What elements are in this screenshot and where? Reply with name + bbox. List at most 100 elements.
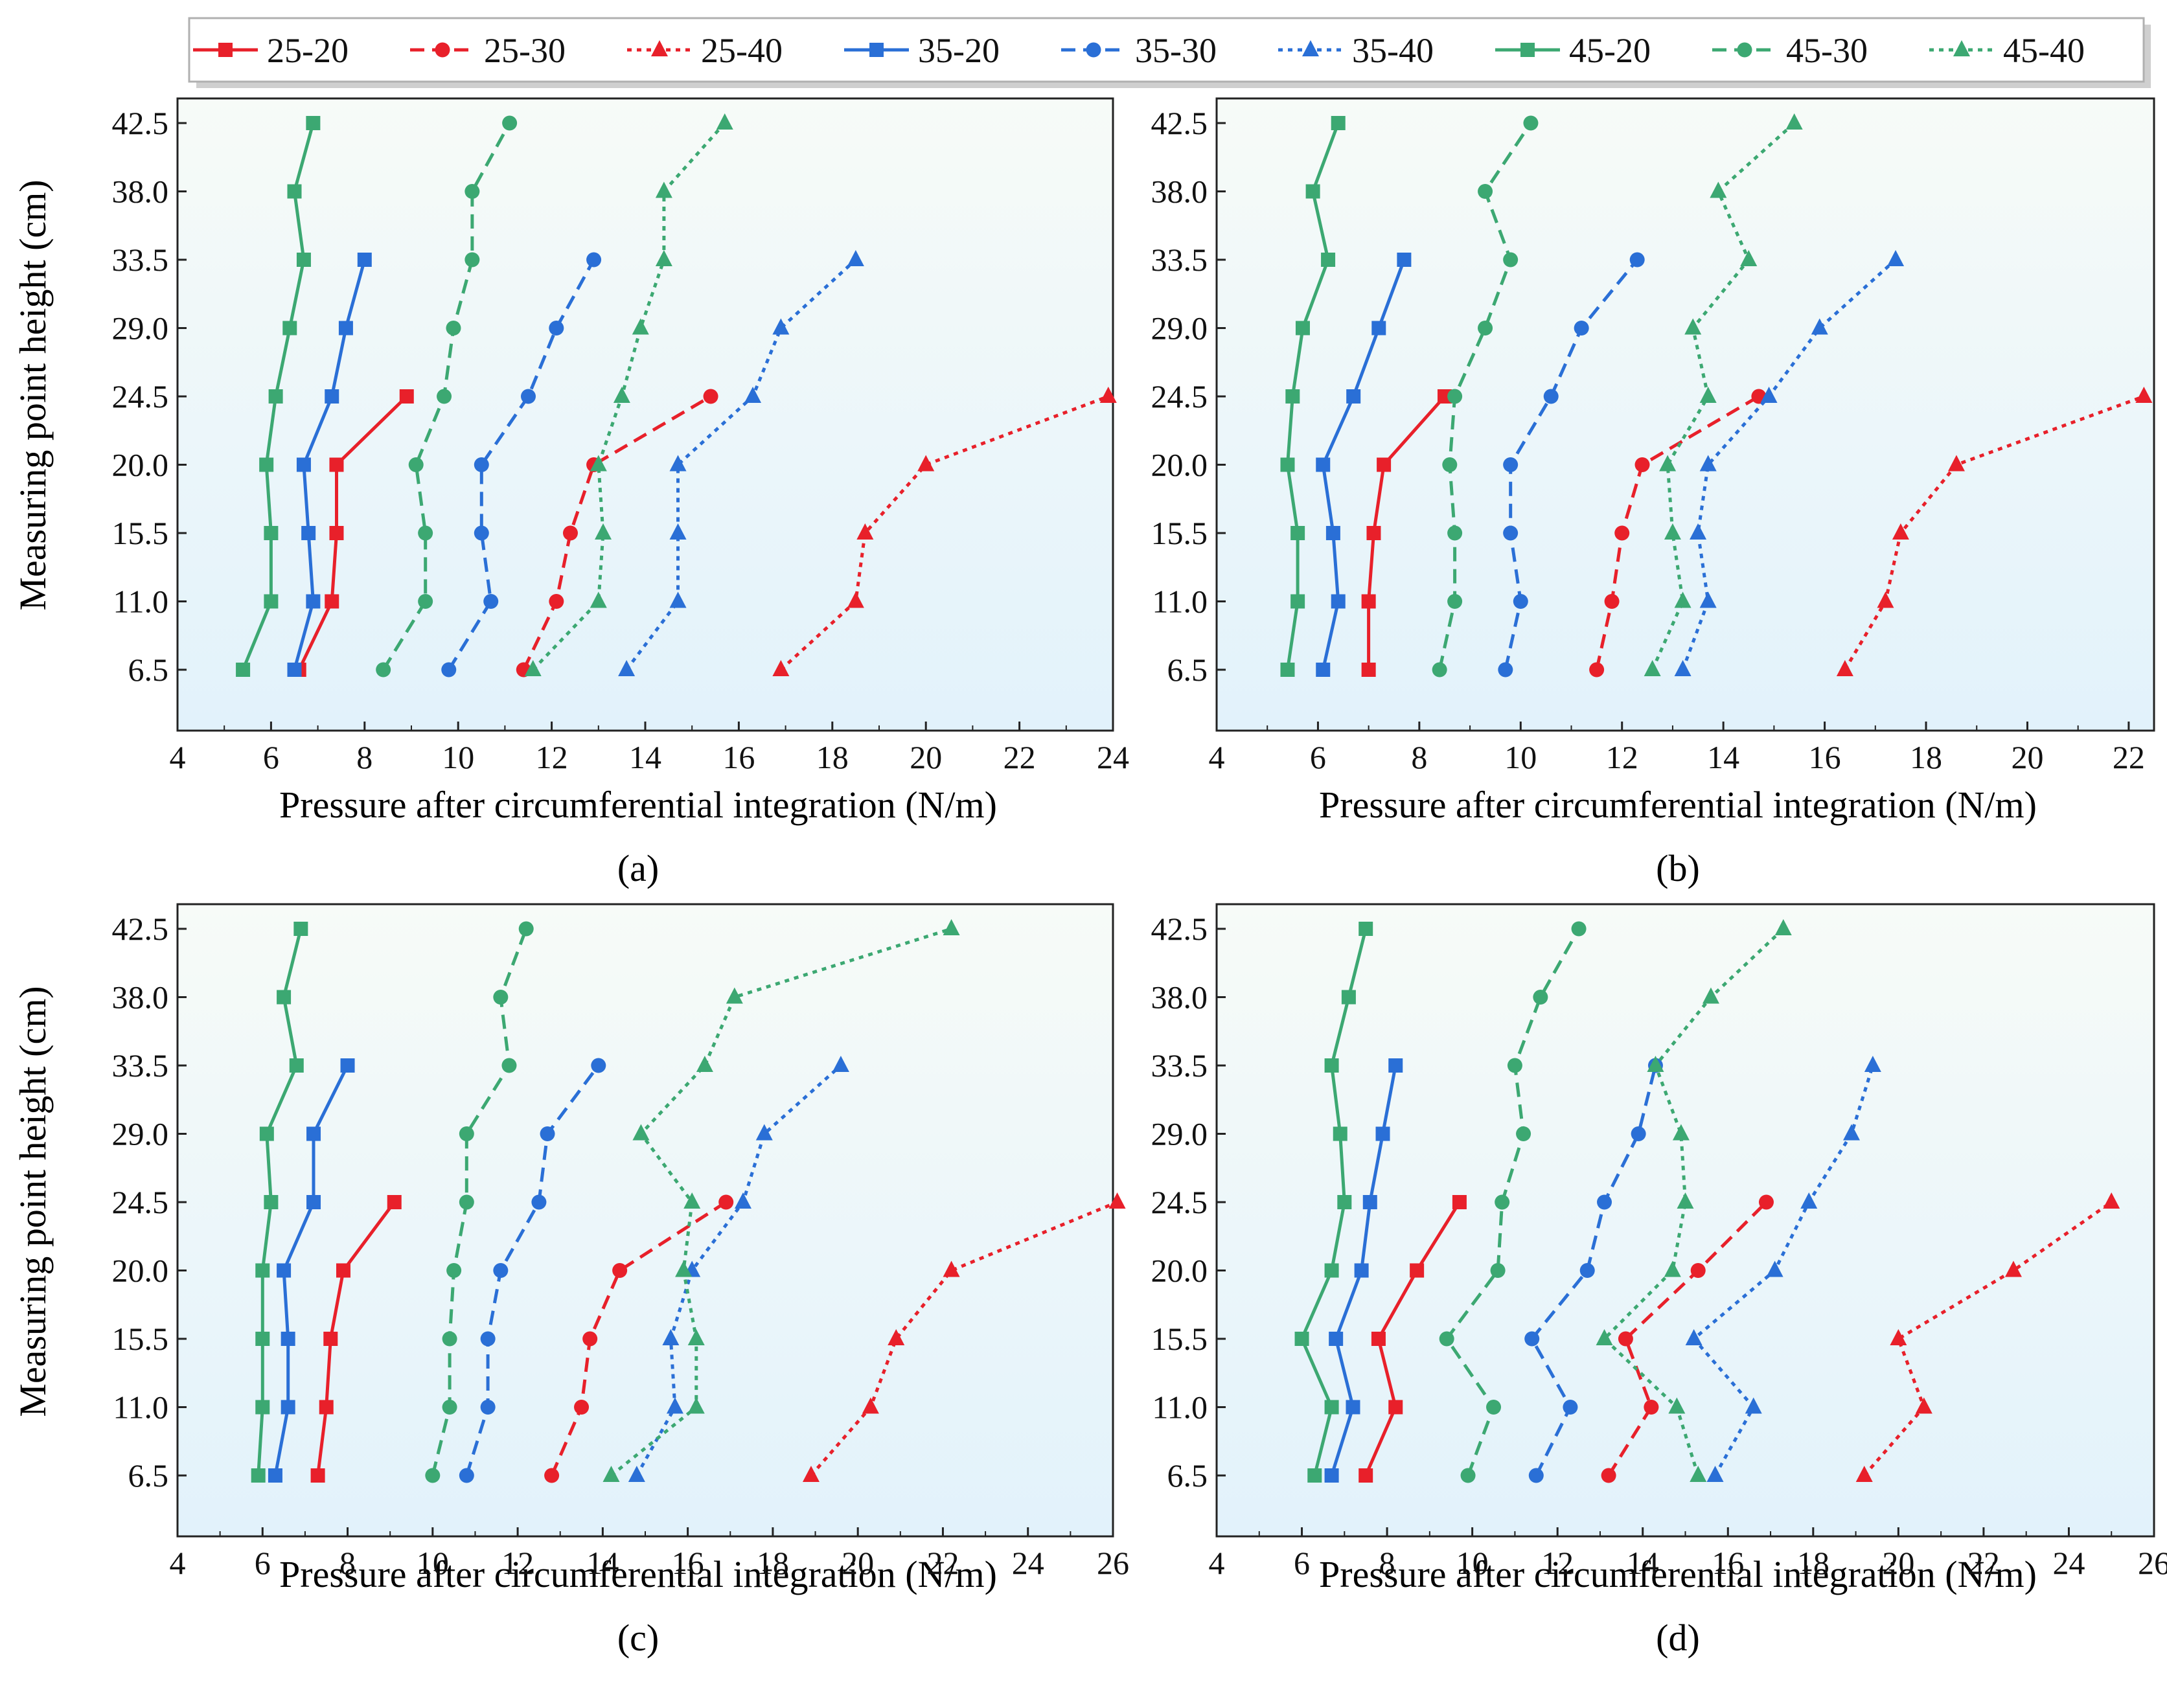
data-point-45-20: [255, 1400, 270, 1415]
series-45-20: [1294, 922, 1373, 1483]
data-point-45-20: [1280, 663, 1295, 677]
data-point-45-40: [687, 1397, 705, 1414]
data-point-25-20: [399, 389, 414, 404]
data-point-35-20: [1324, 1468, 1339, 1483]
panel-caption: (a): [617, 847, 659, 889]
data-point-45-20: [1307, 1468, 1322, 1483]
data-point-35-30: [1503, 457, 1519, 472]
series-25-20: [1361, 389, 1452, 677]
data-point-45-30: [446, 321, 461, 336]
data-point-35-40: [669, 455, 687, 472]
data-point-45-40: [1596, 1329, 1613, 1345]
y-tick-label: 42.5: [112, 911, 169, 947]
data-point-35-30: [1524, 1331, 1540, 1347]
data-point-45-40: [1647, 1056, 1664, 1072]
data-point-45-30: [408, 457, 424, 472]
data-point-45-20: [306, 116, 321, 130]
data-point-25-40: [1099, 387, 1117, 403]
legend-label: 45-20: [1569, 31, 1651, 70]
data-point-45-20: [293, 922, 308, 936]
data-point-35-40: [1685, 1329, 1703, 1345]
data-point-45-40: [590, 455, 607, 472]
y-tick-label: 24.5: [1151, 1184, 1208, 1220]
data-point-35-40: [1745, 1397, 1762, 1414]
legend-marker: [1953, 40, 1970, 56]
data-point-45-40: [1659, 455, 1677, 472]
data-point-45-20: [259, 457, 274, 472]
data-point-25-30: [1634, 457, 1650, 472]
x-tick-label: 18: [816, 739, 849, 775]
data-point-35-40: [628, 1466, 645, 1482]
data-point-25-20: [1361, 663, 1376, 677]
data-point-35-40: [669, 591, 687, 608]
data-point-25-20: [1452, 1195, 1467, 1209]
data-point-35-20: [338, 321, 353, 336]
data-point-35-40: [662, 1329, 680, 1345]
data-point-25-30: [612, 1263, 628, 1278]
data-point-35-30: [1543, 389, 1559, 404]
data-point-45-30: [1523, 115, 1539, 131]
data-point-35-40: [755, 1124, 773, 1141]
x-tick-label: 24: [2052, 1545, 2085, 1581]
data-point-45-40: [683, 1192, 701, 1209]
legend-label: 35-40: [1352, 31, 1434, 70]
data-point-25-40: [1877, 591, 1894, 608]
data-point-45-40: [1710, 181, 1727, 198]
data-point-25-20: [1377, 457, 1392, 472]
data-point-35-30: [549, 321, 564, 336]
data-point-45-30: [442, 1400, 457, 1415]
data-point-45-30: [1516, 1126, 1531, 1141]
data-point-45-30: [425, 1468, 441, 1483]
x-tick-label: 8: [1379, 1545, 1395, 1581]
data-point-45-30: [1447, 389, 1463, 404]
data-point-35-30: [480, 1400, 496, 1415]
data-point-35-20: [281, 1400, 295, 1415]
data-point-45-30: [442, 1331, 457, 1347]
x-tick-label: 16: [672, 1545, 704, 1581]
data-point-45-40: [1785, 113, 1803, 130]
x-tick-label: 16: [722, 739, 755, 775]
legend-entry-25-40: 25-40: [627, 31, 783, 70]
data-point-25-40: [847, 591, 864, 608]
data-point-35-40: [1800, 1192, 1818, 1209]
data-point-45-40: [696, 1056, 713, 1072]
data-point-25-40: [943, 1260, 960, 1277]
data-point-35-30: [493, 1263, 509, 1278]
series-35-30: [1498, 252, 1645, 678]
legend-label: 45-40: [2003, 31, 2085, 70]
data-point-45-30: [459, 1126, 474, 1141]
data-point-35-20: [325, 389, 339, 404]
series-25-40: [772, 387, 1117, 676]
data-point-45-30: [502, 115, 518, 131]
data-point-25-40: [862, 1397, 879, 1414]
data-point-35-30: [459, 1468, 474, 1483]
y-tick-label: 42.5: [1151, 911, 1208, 947]
data-point-25-20: [325, 594, 339, 609]
series-35-40: [1674, 250, 1905, 676]
data-point-25-20: [1437, 389, 1452, 404]
data-point-35-30: [1629, 252, 1645, 268]
y-tick-label: 6.5: [1167, 652, 1208, 688]
series-25-40: [1836, 387, 2153, 676]
data-point-25-40: [1108, 1192, 1126, 1209]
data-point-45-40: [1668, 1397, 1686, 1414]
data-point-45-40: [1702, 987, 1719, 1004]
data-point-45-40: [943, 919, 960, 935]
data-point-45-40: [1699, 387, 1717, 403]
data-point-45-30: [1442, 457, 1458, 472]
data-point-35-30: [1574, 321, 1589, 336]
x-tick-label: 16: [1712, 1545, 1744, 1581]
x-axis-label: Pressure after circumferential integrati…: [1319, 1553, 2037, 1595]
y-tick-label: 15.5: [112, 1321, 169, 1357]
series-35-30: [1524, 1058, 1663, 1483]
data-point-35-20: [340, 1058, 355, 1073]
data-point-35-30: [1513, 594, 1528, 609]
x-tick-label: 6: [1294, 1545, 1310, 1581]
data-point-45-20: [264, 594, 279, 609]
data-point-45-40: [613, 387, 630, 403]
y-tick-label: 29.0: [1151, 310, 1208, 347]
data-point-45-40: [1677, 1192, 1694, 1209]
data-point-45-20: [1280, 457, 1295, 472]
data-point-45-30: [1507, 1058, 1522, 1073]
y-tick-label: 29.0: [1151, 1116, 1208, 1152]
